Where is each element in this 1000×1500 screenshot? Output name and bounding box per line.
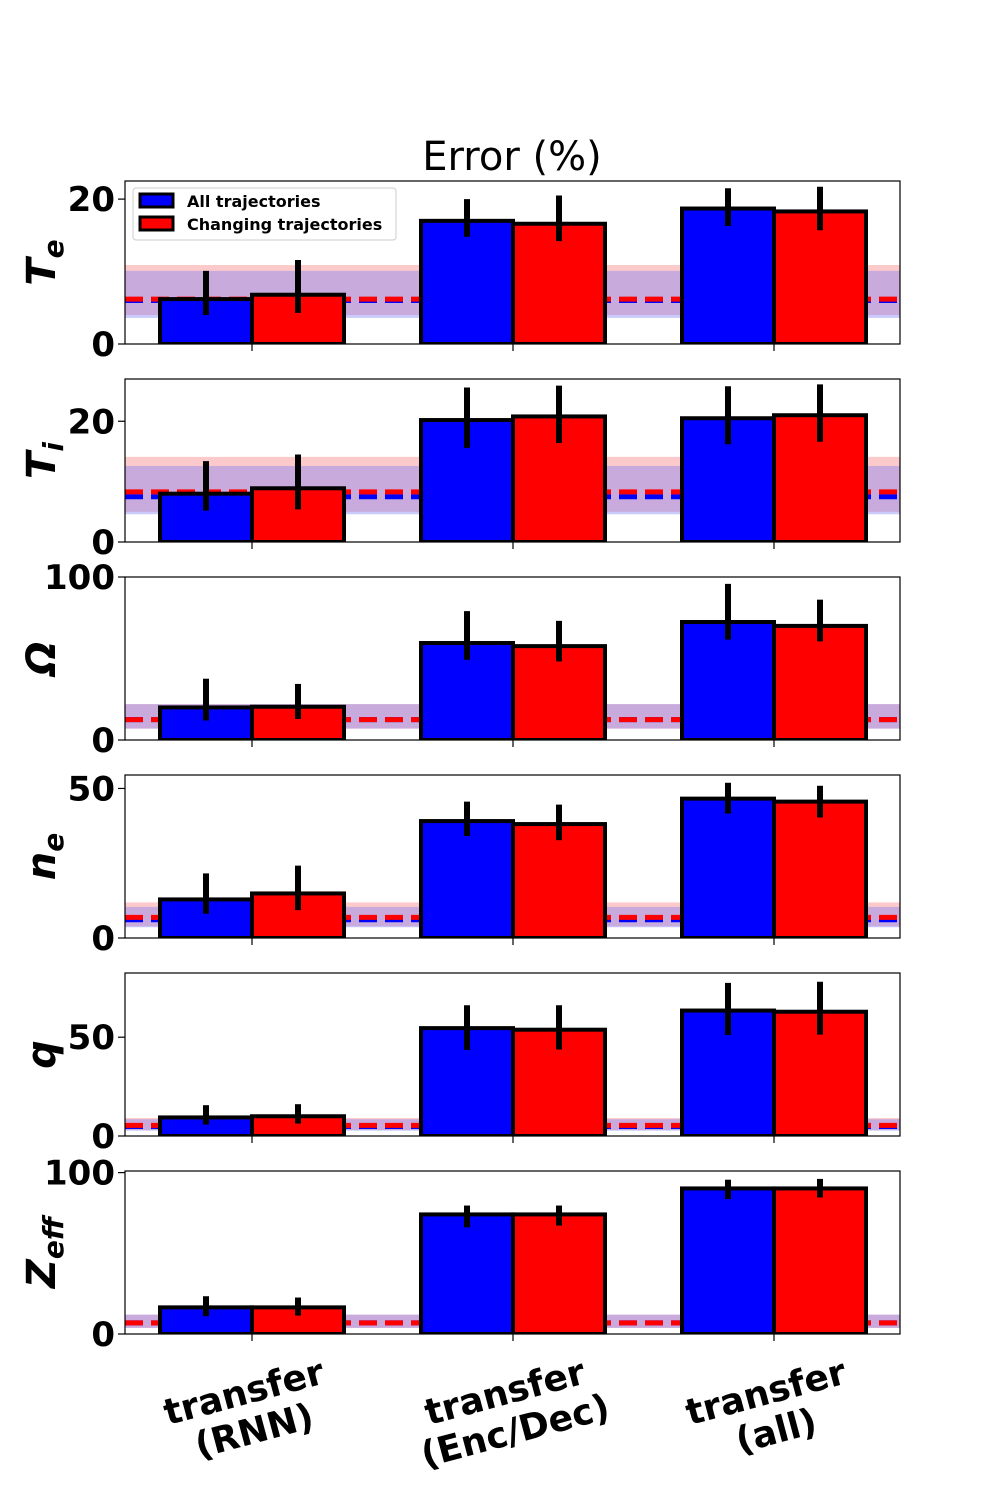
bar-all-2 [419, 1212, 515, 1334]
y-tick-label: 50 [68, 769, 115, 809]
y-axis-label: Ω [19, 641, 65, 677]
plot-area [125, 782, 900, 938]
y-axis-label-main: q [19, 1040, 65, 1069]
y-axis-label: q [19, 1040, 65, 1069]
y-tick-label: 20 [68, 402, 115, 442]
chart-title: Error (%) [422, 134, 601, 180]
y-axis-label-sub: eff [37, 1214, 70, 1259]
y-tick-label: 0 [91, 523, 115, 563]
y-tick-label: 0 [91, 721, 115, 761]
bar-all-3 [680, 796, 776, 938]
y-axis-label-sub: i [37, 442, 70, 452]
y-tick-label: 0 [91, 1315, 115, 1355]
y-axis-label: Te [19, 239, 70, 285]
y-axis-label: Ti [19, 442, 70, 479]
y-axis-label: Zeff [19, 1214, 70, 1290]
plot-area [125, 1178, 900, 1334]
plot-area [125, 384, 900, 542]
plot-area [125, 186, 900, 344]
panel-5: 0 50q [19, 972, 901, 1157]
y-axis-label-main: T [19, 256, 65, 286]
x-category-label-3: transfer(all) [681, 1352, 861, 1473]
x-category-label-2: transfer(Enc/Dec) [406, 1348, 614, 1476]
panel-1: 0 20 Te All trajectories Changing trajectori… [19, 180, 901, 365]
legend: All trajectories Changing trajectories [132, 187, 397, 241]
bar-changing-2 [511, 221, 607, 344]
x-category-label-1: transfer(RNN) [159, 1352, 339, 1473]
bar-all-2 [419, 819, 515, 938]
bar-all-3 [680, 619, 776, 740]
legend-label-1: All trajectories [187, 192, 320, 211]
bar-all-3 [680, 206, 776, 344]
panel-4: 0 50 ne [19, 769, 901, 959]
legend-swatch-2 [138, 215, 175, 232]
legend-swatch-1 [138, 192, 175, 209]
plot-area [125, 583, 900, 740]
bar-changing-2 [511, 1212, 607, 1334]
y-tick-label: 0 [91, 325, 115, 365]
y-axis-label-sub: e [37, 239, 70, 258]
bar-changing-3 [772, 1186, 868, 1334]
y-tick-label: 0 [91, 1117, 115, 1157]
bar-changing-3 [772, 209, 868, 344]
legend-box [132, 187, 397, 241]
y-axis-label-main: T [19, 449, 65, 479]
y-tick-label: 100 [44, 1154, 115, 1194]
legend-label-2: Changing trajectories [187, 215, 382, 234]
bar-all-2 [419, 218, 515, 344]
panel-6: 0 100 Zeff [19, 1154, 901, 1355]
y-axis-label-main: Ω [19, 641, 65, 677]
bar-changing-3 [772, 623, 868, 740]
x-category-labels: transfer(RNN) transfer(Enc/Dec) transfer(a… [159, 1348, 861, 1477]
panel-3: 0 100 Ω [19, 558, 901, 761]
y-axis-label-main: n [19, 852, 65, 880]
plot-area [125, 981, 900, 1136]
y-tick-label: 20 [68, 180, 115, 220]
y-tick-label: 50 [68, 1018, 115, 1058]
bar-changing-2 [511, 822, 607, 938]
y-axis-label-main: Z [19, 1258, 65, 1290]
y-tick-label: 0 [91, 919, 115, 959]
bar-changing-3 [772, 799, 868, 938]
y-tick-label: 100 [44, 558, 115, 598]
bar-all-3 [680, 1186, 776, 1334]
y-axis-label: ne [19, 833, 70, 880]
y-axis-label-sub: e [37, 833, 70, 852]
bar-changing-1 [250, 292, 346, 344]
